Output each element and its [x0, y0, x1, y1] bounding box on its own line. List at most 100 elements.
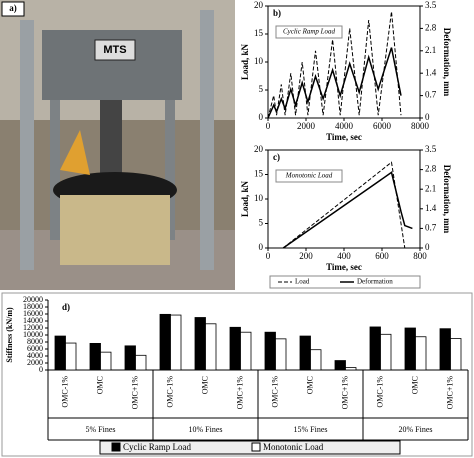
x-tick-label: OMC [200, 376, 209, 394]
y-tick-label: 16000 [23, 309, 43, 318]
y-tick-label: 15 [254, 169, 264, 179]
x-tick-label: 400 [337, 251, 351, 261]
y2-tick-label: 2.8 [425, 22, 437, 32]
y-tick-label: 2000 [27, 358, 43, 367]
legend-swatch [111, 442, 121, 452]
column [200, 10, 214, 270]
annotation: Monotonic Load [285, 172, 333, 180]
bar [54, 335, 66, 371]
y2-tick-label: 0.7 [425, 222, 437, 232]
x-tick-label: OMC+1% [235, 376, 244, 410]
y-tick-label: 10 [254, 193, 264, 203]
y-axis-title: Load, kN [240, 180, 250, 217]
bar [345, 367, 357, 371]
x-axis-title: Time, sec [326, 132, 362, 142]
photo: MTS a) [0, 0, 235, 290]
y2-tick-label: 2.1 [425, 183, 436, 193]
x-tick-label: 6000 [373, 121, 392, 131]
y-tick-label: 5 [259, 84, 264, 94]
y-tick-label: 6000 [27, 344, 43, 353]
y2-tick-label: 1.4 [425, 203, 437, 213]
annotation: Cyclic Ramp Load [283, 28, 336, 36]
bar [404, 327, 416, 371]
rod [165, 100, 175, 240]
x-tick-label: 2000 [297, 121, 316, 131]
y-tick-label: 0 [259, 242, 264, 252]
brand-plate [94, 39, 136, 61]
y-tick-label: 20 [254, 0, 264, 10]
y2-tick-label: 3.5 [425, 0, 437, 10]
series-line [282, 171, 413, 249]
x-tick-label: OMC [410, 376, 419, 394]
y2-tick-label: 0 [425, 242, 430, 252]
x-tick-label: OMC-1% [270, 376, 279, 408]
bar [89, 342, 101, 371]
y2-tick-label: 0.7 [425, 90, 437, 100]
plot-frame [267, 5, 421, 119]
y-tick-label: 0 [259, 112, 264, 122]
x-tick-label: 800 [413, 251, 427, 261]
bar [369, 326, 381, 371]
bar [229, 326, 241, 371]
bar [100, 351, 112, 371]
y-tick-label: 18000 [23, 302, 43, 311]
x-tick-label: 0 [266, 251, 271, 261]
x-tick-label: 8000 [411, 121, 430, 131]
bar [65, 342, 77, 371]
bar [275, 338, 287, 371]
annotation-box [275, 169, 343, 183]
panel-label: d) [62, 302, 70, 312]
legend-label: Cyclic Ramp Load [123, 442, 191, 452]
bar [264, 331, 276, 371]
group-label: 20% Fines [399, 425, 433, 434]
x-tick-label: OMC [95, 376, 104, 394]
actuator [100, 100, 122, 180]
x-tick-label: OMC+1% [340, 376, 349, 410]
y-axis-title: Load, kN [240, 43, 250, 80]
rod [50, 100, 60, 240]
y2-axis-title: Deformation, mm [442, 28, 452, 97]
x-tick-label: 4000 [335, 121, 354, 131]
y2-tick-label: 2.8 [425, 164, 437, 174]
y-axis-title: Stiffness (kN/m) [5, 307, 14, 363]
panel-label: b) [273, 8, 281, 18]
group-label: 5% Fines [86, 425, 116, 434]
bar [334, 360, 346, 371]
x-tick-label: OMC-1% [165, 376, 174, 408]
panel-box [1, 1, 25, 17]
bar [170, 314, 182, 371]
panel-label: c) [273, 152, 280, 162]
y-tick-label: 4000 [27, 351, 43, 360]
bar [439, 328, 451, 371]
y-tick-label: 5 [259, 218, 264, 228]
legend-label: Deformation [357, 278, 393, 286]
x-tick-label: 600 [375, 251, 389, 261]
bar [124, 345, 136, 371]
y2-tick-label: 3.5 [425, 144, 437, 154]
annotation-box [275, 25, 343, 39]
group-label: 10% Fines [189, 425, 223, 434]
brand: MTS [103, 44, 126, 56]
x-tick-label: OMC+1% [445, 376, 454, 410]
panel-label: a) [9, 3, 17, 13]
bar [299, 335, 311, 371]
bar [415, 336, 427, 371]
bar [135, 354, 147, 371]
y-tick-label: 10000 [23, 330, 43, 339]
y-tick-label: 20 [254, 144, 264, 154]
y-tick-label: 10 [254, 56, 264, 66]
y-tick-label: 12000 [23, 323, 43, 332]
x-tick-label: 0 [266, 121, 271, 131]
y2-tick-label: 2.1 [425, 45, 436, 55]
column [20, 20, 34, 270]
bar [450, 338, 462, 371]
legend-label: Load [295, 278, 310, 286]
x-tick-label: OMC+1% [130, 376, 139, 410]
y2-tick-label: 0 [425, 112, 430, 122]
legend-box [99, 440, 401, 455]
x-tick-label: OMC-1% [60, 376, 69, 408]
sample-mold [60, 195, 170, 265]
bar [310, 349, 322, 371]
group-label: 15% Fines [294, 425, 328, 434]
